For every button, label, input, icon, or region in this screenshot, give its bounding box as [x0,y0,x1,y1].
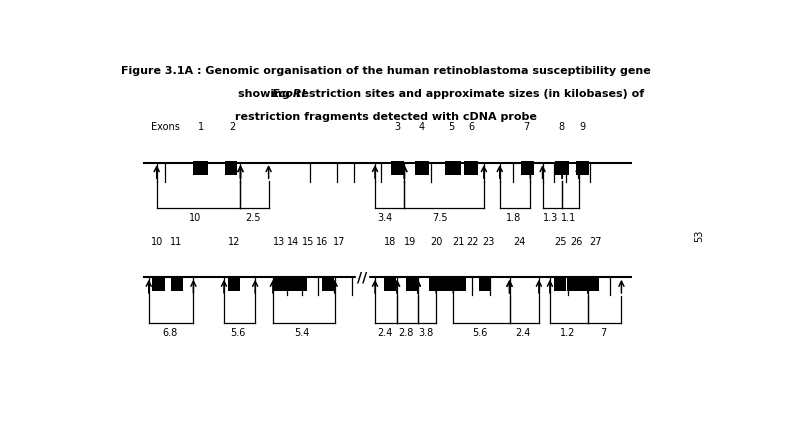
Text: EcoRI: EcoRI [271,89,306,99]
Text: Exons: Exons [151,122,181,132]
Text: 27: 27 [589,238,601,247]
Text: //: // [357,270,368,284]
Text: 21: 21 [452,238,465,247]
Text: 7: 7 [600,328,607,338]
Bar [273,278,306,291]
Bar [225,161,237,175]
Text: 16: 16 [316,238,328,247]
Text: 13: 13 [273,238,285,247]
Text: 5.6: 5.6 [473,328,488,338]
Text: 7: 7 [524,122,529,132]
Text: 2.4: 2.4 [515,328,531,338]
Text: showing: showing [238,89,294,99]
Text: 15: 15 [301,238,314,247]
Bar [415,161,429,175]
Text: 6: 6 [469,122,475,132]
Text: 10: 10 [189,213,201,223]
Text: 1: 1 [198,122,204,132]
Bar [555,161,569,175]
Text: 2.5: 2.5 [245,213,261,223]
Text: 3.8: 3.8 [418,328,433,338]
Text: 5: 5 [448,122,454,132]
Bar [445,161,461,175]
Text: 7.5: 7.5 [432,213,447,223]
Text: 4: 4 [418,122,424,132]
Text: 3: 3 [394,122,400,132]
Bar [391,161,404,175]
Text: 8: 8 [559,122,565,132]
Text: 20: 20 [430,238,443,247]
Text: restriction sites and approximate sizes (in kilobases) of: restriction sites and approximate sizes … [293,89,645,99]
Text: 19: 19 [404,238,417,247]
Text: 9: 9 [580,122,586,132]
Text: 17: 17 [333,238,345,247]
Bar [406,278,418,291]
Text: restriction fragments detected with cDNA probe: restriction fragments detected with cDNA… [235,112,537,122]
Bar [554,278,566,291]
Text: 1.2: 1.2 [560,328,575,338]
Bar [152,278,165,291]
Text: 2.8: 2.8 [398,328,414,338]
Text: 1.8: 1.8 [506,213,521,223]
Text: 1.3: 1.3 [543,213,558,223]
Text: 1.1: 1.1 [561,213,577,223]
Bar [429,278,466,291]
Text: 14: 14 [287,238,299,247]
Text: 2: 2 [229,122,235,132]
Text: 23: 23 [482,238,495,247]
Text: 5.6: 5.6 [230,328,245,338]
Bar [521,161,534,175]
Text: 3.4: 3.4 [378,213,393,223]
Text: Figure 3.1A : Genomic organisation of the human retinoblastoma susceptibility ge: Figure 3.1A : Genomic organisation of th… [122,66,651,76]
Text: 22: 22 [466,238,478,247]
Bar [170,278,183,291]
Text: 25: 25 [555,238,567,247]
Text: 6.8: 6.8 [162,328,178,338]
Bar [193,161,208,175]
Text: 2.4: 2.4 [377,328,392,338]
Bar [576,161,589,175]
Text: 10: 10 [151,238,163,247]
Text: 53: 53 [694,230,704,242]
Bar [567,278,599,291]
Text: 11: 11 [170,238,181,247]
Bar [383,278,396,291]
Bar [464,161,478,175]
Text: 24: 24 [513,238,525,247]
Text: 18: 18 [383,238,396,247]
Bar [322,278,334,291]
Bar [479,278,492,291]
Text: 12: 12 [228,238,241,247]
Text: 5.4: 5.4 [294,328,310,338]
Bar [228,278,241,291]
Text: 26: 26 [570,238,583,247]
